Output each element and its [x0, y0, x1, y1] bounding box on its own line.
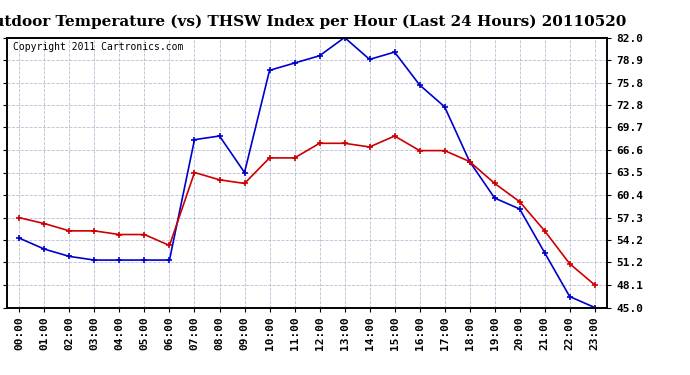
- Text: Outdoor Temperature (vs) THSW Index per Hour (Last 24 Hours) 20110520: Outdoor Temperature (vs) THSW Index per …: [0, 15, 627, 29]
- Text: Copyright 2011 Cartronics.com: Copyright 2011 Cartronics.com: [13, 42, 184, 51]
